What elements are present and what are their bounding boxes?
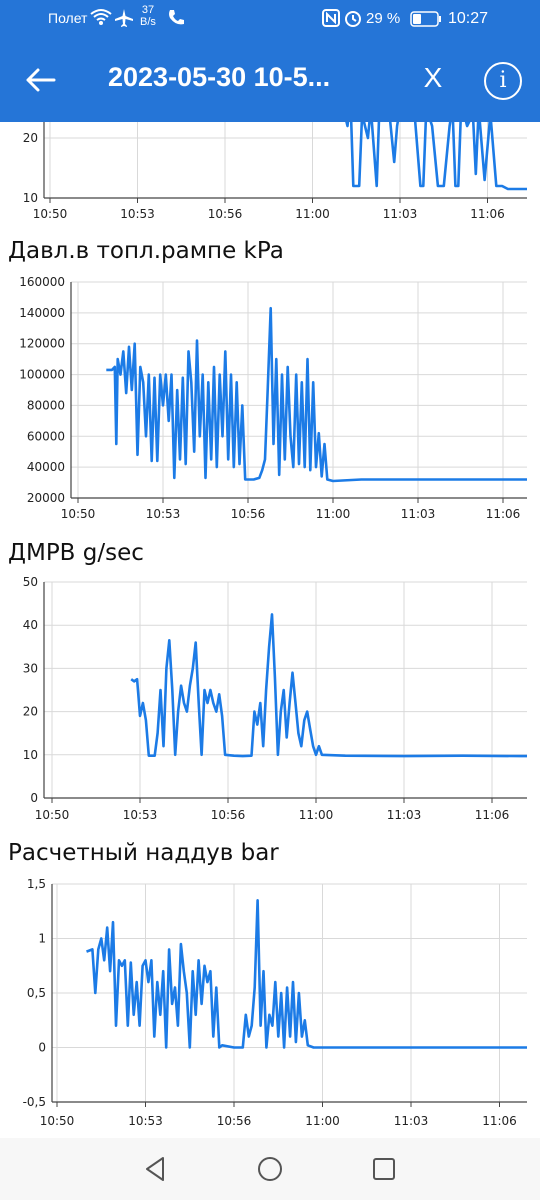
chart-title-fuel-rail-pressure: Давл.в топл.рампе kPa	[8, 238, 284, 264]
x-tick-label: 11:03	[387, 808, 422, 822]
series-line	[87, 900, 540, 1047]
y-tick-label: 20	[23, 705, 38, 719]
back-button[interactable]	[22, 60, 62, 100]
y-tick-label: 0	[30, 791, 38, 805]
y-tick-label: 40000	[27, 460, 65, 474]
x-tick-label: 11:03	[394, 1114, 429, 1128]
x-tick-label: 11:06	[482, 1114, 517, 1128]
nav-back-icon[interactable]	[147, 1158, 163, 1180]
x-tick-label: 10:50	[35, 808, 70, 822]
series-line	[106, 308, 540, 481]
y-tick-label: 80000	[27, 398, 65, 412]
x-tick-label: 11:03	[401, 507, 436, 521]
y-tick-label: 160000	[19, 275, 65, 289]
x-tick-label: 10:53	[146, 507, 181, 521]
info-button[interactable]: i	[484, 62, 522, 100]
back-arrow-icon	[22, 60, 62, 100]
x-tick-label: 11:00	[295, 207, 330, 221]
close-button[interactable]: X	[418, 62, 448, 98]
x-tick-label: 10:56	[217, 1114, 252, 1128]
x-tick-label: 11:00	[305, 1114, 340, 1128]
x-tick-label: 11:00	[299, 808, 334, 822]
battery-icon	[410, 11, 442, 30]
chart-fuel-rail-pressure: 20000 40000 60000 80000 100000 120000 140000 16…	[0, 272, 540, 532]
x-tick-label: 10:56	[231, 507, 266, 521]
y-tick-label: 0,5	[27, 986, 46, 1000]
nfc-icon	[322, 9, 340, 30]
clock: 10:27	[448, 10, 488, 28]
chart-boost: -0,5 0 0,5 1 1,5 10:50 10:53 10:56 11:00 11:03 11:…	[0, 874, 540, 1138]
y-tick-label: 40	[23, 618, 38, 632]
y-tick-label: 140000	[19, 306, 65, 320]
net-speed-unit: B/s	[140, 16, 156, 28]
nav-home-icon[interactable]	[259, 1158, 281, 1180]
alarm-icon	[344, 9, 362, 30]
app-bar: 2023-05-30 10-5... X i	[0, 40, 540, 122]
y-tick-label: -0,5	[23, 1095, 46, 1109]
x-tick-label: 11:06	[475, 808, 510, 822]
y-tick-label: 30	[23, 661, 38, 675]
x-tick-label: 10:56	[208, 207, 243, 221]
x-tick-label: 10:53	[123, 808, 158, 822]
x-tick-label: 10:56	[211, 808, 246, 822]
nav-recents-icon[interactable]	[374, 1159, 394, 1179]
x-tick-label: 10:50	[61, 507, 96, 521]
status-bar: Полет 37 B/s 29 % 10:27	[0, 0, 540, 40]
net-speed: 37 B/s	[140, 4, 156, 28]
chart-maf: 0 10 20 30 40 50 10:50 10:53 10:56 11:00 11:03 11:0…	[0, 574, 540, 830]
y-tick-label: 60000	[27, 429, 65, 443]
y-tick-label: 100000	[19, 368, 65, 382]
chart-title-maf: ДМРВ g/sec	[8, 540, 144, 566]
x-tick-label: 10:50	[33, 207, 68, 221]
x-tick-label: 10:50	[40, 1114, 75, 1128]
series-line	[342, 122, 540, 189]
y-tick-label: 50	[23, 575, 38, 589]
y-tick-label: 10	[23, 191, 38, 205]
chart-top-partial: 10 20 10:50 10:53 10:56 11:00 11:03 11:06	[0, 122, 540, 232]
chart-title-boost: Расчетный наддув bar	[8, 840, 279, 866]
airplane-icon	[114, 8, 134, 31]
x-tick-label: 11:06	[470, 207, 505, 221]
x-tick-label: 11:00	[316, 507, 351, 521]
y-tick-label: 1,5	[27, 877, 46, 891]
series-line	[131, 614, 540, 756]
carrier-label: Полет	[48, 10, 87, 26]
battery-percent: 29 %	[366, 10, 400, 27]
call-icon	[166, 8, 186, 31]
system-nav-bar	[0, 1138, 540, 1200]
y-tick-label: 10	[23, 748, 38, 762]
x-tick-label: 11:03	[383, 207, 418, 221]
net-speed-value: 37	[142, 4, 154, 16]
wifi-icon	[90, 8, 112, 29]
x-tick-label: 10:53	[120, 207, 155, 221]
x-tick-label: 11:06	[486, 507, 521, 521]
y-tick-label: 0	[38, 1041, 46, 1055]
page-title: 2023-05-30 10-5...	[108, 62, 398, 93]
y-tick-label: 20	[23, 131, 38, 145]
x-tick-label: 10:53	[128, 1114, 163, 1128]
y-tick-label: 1	[38, 932, 46, 946]
y-tick-label: 20000	[27, 491, 65, 505]
y-tick-label: 120000	[19, 337, 65, 351]
